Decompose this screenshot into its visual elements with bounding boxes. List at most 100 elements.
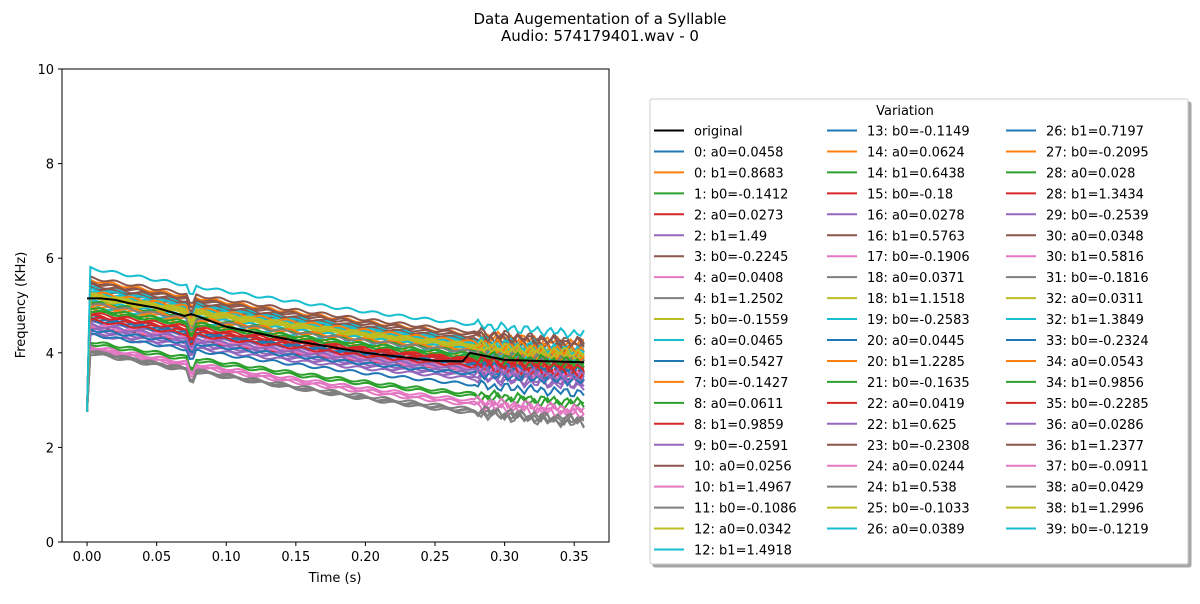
legend-entry-label: 10: a0=0.0256 bbox=[694, 460, 792, 475]
legend-entry-label: 14: b1=0.6438 bbox=[867, 166, 965, 181]
legend-entry-label: 31: b0=-0.1816 bbox=[1046, 271, 1149, 286]
x-tick-label: 0.10 bbox=[212, 550, 241, 565]
legend-entry-label: 7: b0=-0.1427 bbox=[694, 376, 788, 391]
y-tick-label: 2 bbox=[46, 441, 54, 456]
legend-entry-label: 18: b1=1.1518 bbox=[867, 292, 965, 307]
series-line bbox=[86, 292, 585, 412]
legend-entry-label: 26: b1=0.7197 bbox=[1046, 125, 1144, 140]
y-axis-label: Frequency (KHz) bbox=[14, 252, 29, 359]
legend-entry-label: 30: b1=0.5816 bbox=[1046, 250, 1144, 265]
legend-entry-label: 12: a0=0.0342 bbox=[694, 523, 792, 538]
x-tick-label: 0.30 bbox=[490, 550, 519, 565]
legend-entry-label: 5: b0=-0.1559 bbox=[694, 313, 788, 328]
x-axis-label: Time (s) bbox=[308, 571, 362, 586]
y-tick-label: 8 bbox=[46, 158, 54, 173]
legend-entry-label: 29: b0=-0.2539 bbox=[1046, 208, 1149, 223]
legend-entry-label: 4: b1=1.2502 bbox=[694, 292, 784, 307]
legend-entry-label: 39: b0=-0.1219 bbox=[1046, 523, 1149, 538]
legend-entry-label: 36: a0=0.0286 bbox=[1046, 418, 1144, 433]
series-line bbox=[86, 285, 585, 412]
legend-entry-label: 21: b0=-0.1635 bbox=[867, 376, 970, 391]
series-line bbox=[86, 265, 585, 412]
legend-entry-label: 12: b1=1.4918 bbox=[694, 544, 792, 559]
legend-entry-label: 15: b0=-0.18 bbox=[867, 187, 953, 202]
legend-entry-label: 25: b0=-0.1033 bbox=[867, 502, 970, 517]
legend-entry-label: 22: b1=0.625 bbox=[867, 418, 957, 433]
x-tick-label: 0.00 bbox=[73, 550, 102, 565]
series-line bbox=[86, 324, 585, 412]
legend-entry-label: 24: b1=0.538 bbox=[867, 481, 957, 496]
legend-entry-label: 28: b1=1.3434 bbox=[1046, 187, 1144, 202]
chart-title: Data Augementation of a Syllable bbox=[473, 10, 726, 28]
legend-entry-label: 9: b0=-0.2591 bbox=[694, 439, 788, 454]
y-tick-label: 6 bbox=[46, 252, 54, 267]
legend-entry-label: 33: b0=-0.2324 bbox=[1046, 334, 1149, 349]
series-line bbox=[86, 350, 585, 428]
x-axis-ticks: 0.00 0.05 0.10 0.15 0.20 0.25 0.30 0.35 bbox=[73, 542, 589, 565]
legend-entry-label: 32: a0=0.0311 bbox=[1046, 292, 1144, 307]
series-line bbox=[86, 280, 585, 412]
legend-entry-label: 17: b0=-0.1906 bbox=[867, 250, 970, 265]
legend-entry-label: 4: a0=0.0408 bbox=[694, 271, 783, 286]
legend-entry-label: 11: b0=-0.1086 bbox=[694, 502, 797, 517]
legend-entry-label: 27: b0=-0.2095 bbox=[1046, 145, 1149, 160]
legend-entry-label: 16: b1=0.5763 bbox=[867, 229, 965, 244]
legend-entry-label: 38: a0=0.0429 bbox=[1046, 481, 1144, 496]
legend-entry-label: 8: a0=0.0611 bbox=[694, 397, 783, 412]
legend-entry-label: 22: a0=0.0419 bbox=[867, 397, 965, 412]
legend-entry-label: 1: b0=-0.1412 bbox=[694, 187, 788, 202]
series-line bbox=[86, 307, 585, 412]
y-tick-label: 0 bbox=[46, 536, 54, 551]
legend-entry-label: 13: b0=-0.1149 bbox=[867, 125, 970, 140]
x-tick-label: 0.15 bbox=[281, 550, 310, 565]
legend-entry-label: 18: a0=0.0371 bbox=[867, 271, 965, 286]
series-layer bbox=[86, 265, 585, 429]
legend-entry-label: original bbox=[694, 125, 743, 140]
legend-entry-label: 2: b1=1.49 bbox=[694, 229, 767, 244]
x-tick-label: 0.35 bbox=[560, 550, 589, 565]
y-tick-label: 10 bbox=[37, 63, 54, 78]
legend-entry-label: 35: b0=-0.2285 bbox=[1046, 397, 1149, 412]
legend-box bbox=[649, 98, 1189, 565]
legend-entry-label: 10: b1=1.4967 bbox=[694, 481, 792, 496]
series-line bbox=[86, 286, 585, 412]
x-tick-label: 0.05 bbox=[142, 550, 171, 565]
legend-entry-label: 32: b1=1.3849 bbox=[1046, 313, 1144, 328]
legend-title: Variation bbox=[876, 104, 934, 119]
legend-entry-label: 16: a0=0.0278 bbox=[867, 208, 965, 223]
x-tick-label: 0.20 bbox=[351, 550, 380, 565]
legend-entry-label: 0: a0=0.0458 bbox=[694, 145, 783, 160]
legend-entry-label: 6: a0=0.0465 bbox=[694, 334, 783, 349]
legend-entry-label: 34: b1=0.9856 bbox=[1046, 376, 1144, 391]
series-line bbox=[86, 348, 585, 420]
series-line bbox=[86, 331, 585, 412]
y-tick-label: 4 bbox=[46, 347, 54, 362]
series-line bbox=[86, 318, 585, 412]
legend-entry-label: 8: b1=0.9859 bbox=[694, 418, 784, 433]
legend: Variation original 0: a0=0.0458 0: b1=0.86… bbox=[649, 98, 1189, 565]
series-line bbox=[86, 344, 585, 415]
original-series-line bbox=[87, 297, 584, 364]
legend-entry-label: 34: a0=0.0543 bbox=[1046, 355, 1144, 370]
chart-subtitle: Audio: 574179401.wav - 0 bbox=[501, 27, 699, 45]
legend-entry-label: 20: b1=1.2285 bbox=[867, 355, 965, 370]
legend-entry-label: 37: b0=-0.0911 bbox=[1046, 460, 1149, 475]
legend-entry-label: 23: b0=-0.2308 bbox=[867, 439, 970, 454]
legend-entry-label: 19: b0=-0.2583 bbox=[867, 313, 970, 328]
series-line bbox=[86, 322, 585, 412]
legend-entry-label: 3: b0=-0.2245 bbox=[694, 250, 788, 265]
legend-entry-label: 30: a0=0.0348 bbox=[1046, 229, 1144, 244]
y-axis-ticks: 0 2 4 6 8 10 bbox=[37, 63, 62, 551]
legend-entry-label: 14: a0=0.0624 bbox=[867, 145, 965, 160]
series-line bbox=[86, 304, 585, 412]
legend-entry-label: 6: b1=0.5427 bbox=[694, 355, 784, 370]
x-tick-label: 0.25 bbox=[421, 550, 450, 565]
legend-entry-label: 28: a0=0.028 bbox=[1046, 166, 1135, 181]
legend-entry-label: 0: b1=0.8683 bbox=[694, 166, 784, 181]
legend-entry-label: 2: a0=0.0273 bbox=[694, 208, 783, 223]
legend-entry-label: 36: b1=1.2377 bbox=[1046, 439, 1144, 454]
legend-entry-label: 38: b1=1.2996 bbox=[1046, 502, 1144, 517]
legend-entry-label: 26: a0=0.0389 bbox=[867, 523, 965, 538]
legend-entry-label: 20: a0=0.0445 bbox=[867, 334, 965, 349]
